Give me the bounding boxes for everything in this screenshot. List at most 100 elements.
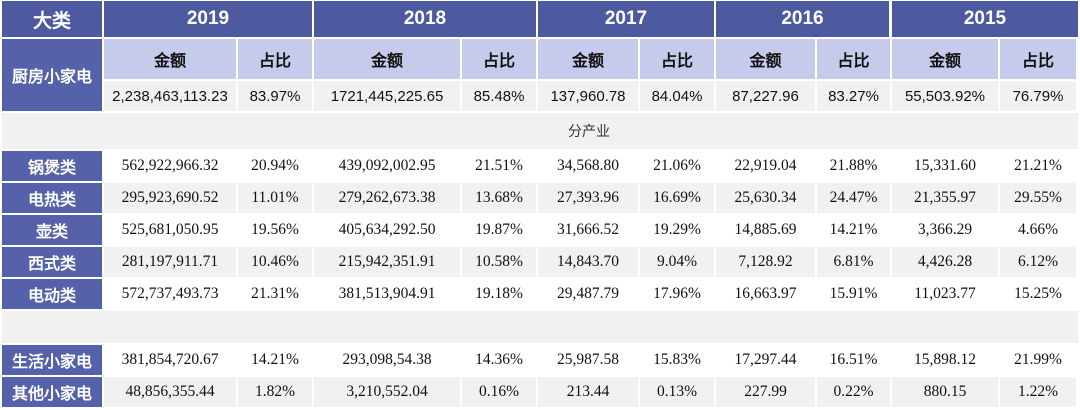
ratio-subheader: 占比 [817,39,890,79]
table-cell: 21.06% [640,151,714,181]
table-cell: 1.82% [238,377,312,407]
table-cell: 21.31% [238,279,312,309]
table-cell: 87,227.96 [716,81,815,111]
table-cell: 562,922,966.32 [104,151,236,181]
table-cell: 15.83% [640,345,714,375]
table-cell: 85.48% [462,81,536,111]
table-cell: 31,666.52 [538,215,638,245]
table-cell: 21.51% [462,151,536,181]
table-cell: 25,630.34 [716,183,815,213]
table-cell: 405,634,292.50 [314,215,460,245]
table-cell: 0.13% [640,377,714,407]
table-cell: 14,885.69 [716,215,815,245]
table-cell: 7,128.92 [716,247,815,277]
amount-subheader: 金额 [892,39,998,79]
table-cell: 17,297.44 [716,345,815,375]
table-cell: 29.55% [1000,183,1076,213]
table-cell: 281,197,911.71 [104,247,236,277]
table-cell: 34,568.80 [538,151,638,181]
ratio-subheader: 占比 [640,39,714,79]
table-cell: 14.21% [238,345,312,375]
table-cell: 295,923,690.52 [104,183,236,213]
table-cell: 293,098,54.38 [314,345,460,375]
table-cell: 6.81% [817,247,890,277]
table-cell: 29,487.79 [538,279,638,309]
row-label: 其他小家电 [2,377,102,407]
amount-subheader: 金额 [104,39,236,79]
table-cell: 11.01% [238,183,312,213]
row-label: 壶类 [2,215,102,245]
table-cell: 14.21% [817,215,890,245]
table-cell: 137,960.78 [538,81,638,111]
table-cell: 25,987.58 [538,345,638,375]
table-cell: 15,331.60 [892,151,998,181]
row-label-kitchen: 厨房小家电 [2,39,102,111]
table-cell: 21.21% [1000,151,1076,181]
table-cell: 15.91% [817,279,890,309]
table-cell: 27,393.96 [538,183,638,213]
table-cell: 215,942,351.91 [314,247,460,277]
amount-subheader: 金额 [314,39,460,79]
ratio-subheader: 占比 [1000,39,1076,79]
table-cell: 14.36% [462,345,536,375]
row-label: 西式类 [2,247,102,277]
table-cell: 439,092,002.95 [314,151,460,181]
table-cell: 10.46% [238,247,312,277]
row-label: 生活小家电 [2,345,102,375]
table-cell: 17.96% [640,279,714,309]
table-cell: 525,681,050.95 [104,215,236,245]
table-cell: 4.66% [1000,215,1076,245]
amount-subheader: 金额 [716,39,815,79]
table-cell: 19.18% [462,279,536,309]
table-cell: 381,513,904.91 [314,279,460,309]
table-cell: 572,737,493.73 [104,279,236,309]
ratio-subheader: 占比 [462,39,536,79]
table-cell: 21.88% [817,151,890,181]
year-header-2016: 2016 [716,1,889,37]
table-cell: 1721,445,225.65 [314,81,460,111]
table-cell: 19.29% [640,215,714,245]
table-cell: 11,023.77 [892,279,998,309]
year-header-2015: 2015 [892,1,1078,37]
ratio-subheader: 占比 [238,39,312,79]
table-cell: 19.87% [462,215,536,245]
row-label: 锅煲类 [2,151,102,181]
table-cell: 9.04% [640,247,714,277]
table-cell: 21,355.97 [892,183,998,213]
table-cell: 3,366.29 [892,215,998,245]
table-cell: 381,854,720.67 [104,345,236,375]
table-cell: 83.97% [238,81,312,111]
table-cell: 16,663.97 [716,279,815,309]
table-cell: 48,856,355.44 [104,377,236,407]
spacer-row [2,311,1078,343]
table-cell: 13.68% [462,183,536,213]
table-cell: 1.22% [1000,377,1076,407]
table-cell: 16.69% [640,183,714,213]
year-header-2018: 2018 [314,1,536,37]
table-cell: 19.56% [238,215,312,245]
table-cell: 227.99 [716,377,815,407]
table-cell: 213.44 [538,377,638,407]
table-cell: 10.58% [462,247,536,277]
table-cell: 279,262,673.38 [314,183,460,213]
table-cell: 21.99% [1000,345,1076,375]
amount-subheader: 金额 [538,39,638,79]
header-corner: 大类 [2,1,102,37]
table-cell: 14,843.70 [538,247,638,277]
table-cell: 55,503.92% [892,81,998,111]
table-cell: 22,919.04 [716,151,815,181]
table-cell: 880.15 [892,377,998,407]
table-cell: 0.16% [462,377,536,407]
table-cell: 2,238,463,113.23 [104,81,236,111]
table-cell: 20.94% [238,151,312,181]
section-label: 分产业 [538,113,640,149]
table-cell: 15.25% [1000,279,1076,309]
table-cell: 0.22% [817,377,890,407]
row-label: 电动类 [2,279,102,309]
table-cell: 83.27% [817,81,890,111]
table-cell: 24.47% [817,183,890,213]
row-label: 电热类 [2,183,102,213]
table-cell: 4,426.28 [892,247,998,277]
year-header-2017: 2017 [538,1,714,37]
